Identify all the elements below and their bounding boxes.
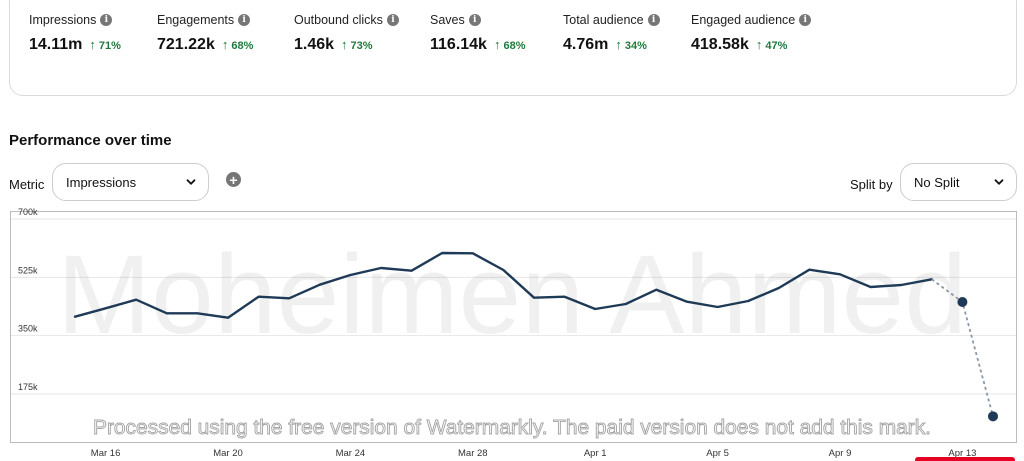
info-icon[interactable]: i	[100, 14, 113, 26]
metric-impressions[interactable]: Impressions i 14.11m ↑ 71%	[29, 13, 121, 54]
metric-change: ↑ 71%	[89, 37, 121, 52]
metric-value: 721.22k	[157, 36, 215, 53]
y-tick-label: 175k	[18, 382, 38, 392]
info-icon[interactable]: i	[238, 14, 251, 26]
x-tick-label: Apr 1	[584, 448, 607, 459]
metric-change: ↑ 34%	[615, 37, 647, 52]
tooltip-edge	[915, 457, 1015, 461]
metric-change-value: 68%	[503, 40, 526, 52]
split-by-label: Split by	[850, 177, 893, 192]
metric-outbound-clicks[interactable]: Outbound clicks i 1.46k ↑ 73%	[294, 13, 399, 54]
metric-change-value: 47%	[765, 40, 788, 52]
arrow-up-icon: ↑	[89, 37, 96, 52]
metric-label: Engagements	[157, 13, 235, 27]
arrow-up-icon: ↑	[493, 37, 501, 52]
metric-value: 418.58k	[691, 36, 749, 53]
chart-series	[73, 251, 998, 422]
metric-change-value: 73%	[350, 40, 373, 52]
metric-select-label: Metric	[9, 177, 45, 192]
metric-engagements[interactable]: Engagements i 721.22k ↑ 68%	[157, 13, 253, 54]
projected-data-point[interactable]	[957, 297, 968, 307]
x-tick-label: Mar 28	[458, 448, 488, 459]
y-tick-label: 700k	[18, 207, 38, 217]
metric-value: 4.76m	[563, 36, 609, 53]
chevron-down-icon	[994, 179, 1004, 185]
impressions-series-line[interactable]	[73, 251, 933, 319]
info-icon[interactable]: i	[386, 14, 399, 26]
info-icon[interactable]: i	[468, 14, 481, 26]
metric-change-value: 71%	[98, 40, 121, 52]
info-icon[interactable]: i	[799, 14, 812, 26]
metric-change: ↑ 68%	[222, 37, 254, 52]
metric-change-value: 68%	[231, 40, 254, 52]
metric-value: 1.46k	[294, 36, 335, 53]
metric-label: Engaged audience	[691, 13, 796, 27]
metric-label: Total audience	[563, 13, 644, 27]
metric-value: 14.11m	[29, 36, 83, 53]
y-tick-label: 525k	[18, 265, 38, 275]
info-icon[interactable]: i	[647, 14, 660, 26]
metric-value: 116.14k	[430, 36, 487, 53]
metric-label: Impressions	[29, 13, 97, 27]
x-axis-ticks: Mar 16 Mar 20 Mar 24 Mar 28 Apr 1 Apr 5 Apr 9 A…	[91, 448, 977, 459]
split-by-select[interactable]: No Split	[900, 163, 1017, 201]
x-tick-label: Apr 5	[706, 448, 729, 459]
y-tick-label: 350k	[18, 324, 38, 334]
split-by-select-value: No Split	[914, 174, 960, 190]
metric-change: ↑ 47%	[756, 37, 788, 52]
arrow-up-icon: ↑	[341, 37, 348, 52]
watermark-name: Moheimen Ahmed	[57, 232, 967, 357]
metric-select[interactable]: Impressions	[52, 163, 209, 201]
chart-frame	[10, 211, 1017, 443]
section-title: Performance over time	[9, 132, 172, 149]
x-tick-label: Apr 9	[829, 448, 852, 459]
x-tick-label: Mar 16	[91, 448, 121, 459]
metric-select-value: Impressions	[66, 174, 137, 190]
projected-data-point[interactable]	[988, 411, 998, 422]
arrow-up-icon: ↑	[615, 37, 622, 52]
metric-engaged-audience[interactable]: Engaged audience i 418.58k ↑ 47%	[691, 13, 812, 54]
metric-label: Saves	[430, 13, 465, 27]
metric-change: ↑ 73%	[341, 37, 373, 52]
chevron-down-icon	[186, 179, 196, 185]
metric-total-audience[interactable]: Total audience i 4.76m ↑ 34%	[563, 13, 660, 54]
metric-change: ↑ 68%	[494, 37, 526, 52]
arrow-up-icon: ↑	[221, 37, 229, 52]
y-axis-ticks: 175k 350k 525k 700k	[18, 207, 38, 392]
arrow-up-icon: ↑	[755, 37, 763, 52]
x-tick-label: Mar 20	[213, 448, 243, 459]
x-tick-label: Mar 24	[336, 448, 366, 459]
x-tick-label: Apr 13	[948, 448, 976, 459]
metrics-summary-card: Impressions i 14.11m ↑ 71% Engagements i 721…	[9, 0, 1017, 96]
add-metric-plus-icon[interactable]: +	[226, 172, 241, 187]
watermark-note: Processed using the free version of Wate…	[93, 417, 931, 439]
metric-label: Outbound clicks	[294, 13, 383, 27]
metric-change-value: 34%	[624, 40, 647, 52]
metric-saves[interactable]: Saves i 116.14k ↑ 68%	[430, 13, 525, 54]
